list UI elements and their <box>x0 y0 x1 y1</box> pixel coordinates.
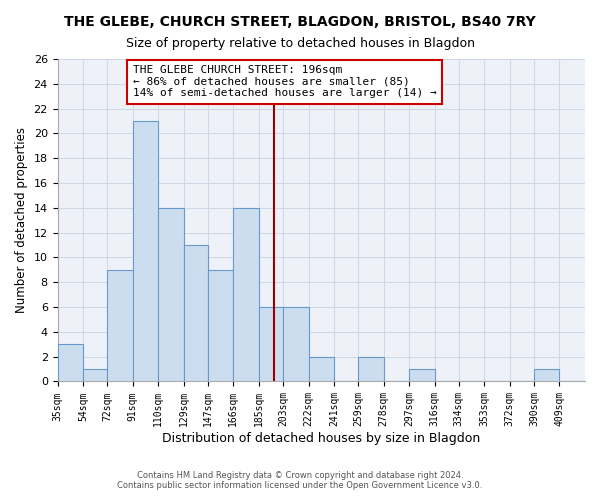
Bar <box>158 208 184 382</box>
Text: THE GLEBE, CHURCH STREET, BLAGDON, BRISTOL, BS40 7RY: THE GLEBE, CHURCH STREET, BLAGDON, BRIST… <box>64 15 536 29</box>
Bar <box>283 307 308 382</box>
Bar <box>83 369 107 382</box>
Bar <box>259 307 283 382</box>
X-axis label: Distribution of detached houses by size in Blagdon: Distribution of detached houses by size … <box>162 432 481 445</box>
Text: Size of property relative to detached houses in Blagdon: Size of property relative to detached ho… <box>125 38 475 51</box>
Bar <box>534 369 559 382</box>
Bar <box>358 356 383 382</box>
Bar <box>184 245 208 382</box>
Bar <box>233 208 259 382</box>
Text: Contains HM Land Registry data © Crown copyright and database right 2024.
Contai: Contains HM Land Registry data © Crown c… <box>118 470 482 490</box>
Bar <box>133 121 158 382</box>
Y-axis label: Number of detached properties: Number of detached properties <box>15 127 28 313</box>
Text: THE GLEBE CHURCH STREET: 196sqm
← 86% of detached houses are smaller (85)
14% of: THE GLEBE CHURCH STREET: 196sqm ← 86% of… <box>133 65 436 98</box>
Bar <box>208 270 233 382</box>
Bar <box>107 270 133 382</box>
Bar <box>58 344 83 382</box>
Bar <box>409 369 434 382</box>
Bar <box>308 356 334 382</box>
